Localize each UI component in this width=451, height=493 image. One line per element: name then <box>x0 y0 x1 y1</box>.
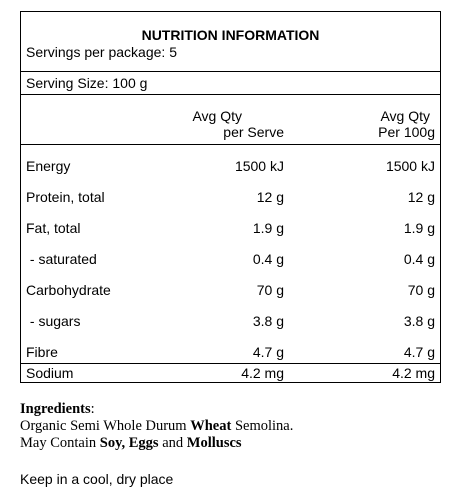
panel-title: NUTRITION INFORMATION <box>141 27 320 43</box>
col-header-per-serve-line2: per Serve <box>223 124 284 140</box>
per-serve-value: 1.9 g <box>252 220 284 236</box>
per-100g-value: 1.9 g <box>403 220 435 236</box>
per-100g-value: 70 g <box>407 282 435 298</box>
allergen-soy: Soy <box>99 435 122 451</box>
table-row: Energy 1500 kJ 1500 kJ <box>21 158 440 174</box>
per-100g-value: 1500 kJ <box>385 158 435 174</box>
per-serve-value: 3.8 g <box>252 313 284 329</box>
divider <box>21 363 440 364</box>
nutrient-label: Protein, total <box>26 189 105 205</box>
allergen-eggs: Eggs <box>128 435 159 451</box>
allergen-text: May Contain <box>20 435 100 451</box>
ingredients-heading: Ingredients <box>20 401 91 417</box>
nutrient-label: Sodium <box>26 365 74 381</box>
servings-per-package: Servings per package: 5 <box>26 44 177 60</box>
per-100g-value: 4.7 g <box>403 344 435 360</box>
per-serve-value: 0.4 g <box>252 251 284 267</box>
ingredients-block: Ingredients: Organic Semi Whole Durum Wh… <box>20 401 293 452</box>
divider <box>21 94 440 95</box>
nutrient-label: Fibre <box>26 344 58 360</box>
per-serve-value: 70 g <box>256 282 284 298</box>
table-row: Protein, total 12 g 12 g <box>21 189 440 205</box>
divider <box>21 71 440 72</box>
table-row: - sugars 3.8 g 3.8 g <box>21 313 440 329</box>
per-100g-value: 4.2 mg <box>392 365 435 381</box>
nutrient-label: - sugars <box>26 313 81 329</box>
serving-size: Serving Size: 100 g <box>26 75 148 91</box>
divider <box>21 144 440 145</box>
col-header-per-100g: Avg Qty Per 100g <box>378 108 435 140</box>
nutrition-panel: NUTRITION INFORMATION Servings per packa… <box>20 11 441 383</box>
ingredient-text: Organic Semi Whole Durum <box>20 418 191 434</box>
table-row: Fat, total 1.9 g 1.9 g <box>21 220 440 236</box>
table-row: Fibre 4.7 g 4.7 g <box>21 344 440 360</box>
allergen-separator: , <box>121 435 129 451</box>
per-serve-value: 12 g <box>256 189 284 205</box>
ingredients-heading-colon: : <box>90 401 95 417</box>
ingredients-line: Organic Semi Whole Durum Wheat Semolina. <box>20 418 293 435</box>
table-row: Sodium 4.2 mg 4.2 mg <box>21 365 440 381</box>
per-serve-value: 4.7 g <box>252 344 284 360</box>
ingredients-heading-line: Ingredients: <box>20 401 293 418</box>
per-serve-value: 1500 kJ <box>234 158 284 174</box>
allergen-text: and <box>158 435 187 451</box>
col-header-per-100g-line2: Per 100g <box>378 124 435 140</box>
per-100g-value: 12 g <box>407 189 435 205</box>
per-100g-value: 3.8 g <box>403 313 435 329</box>
table-row: Carbohydrate 70 g 70 g <box>21 282 440 298</box>
table-row: - saturated 0.4 g 0.4 g <box>21 251 440 267</box>
nutrient-label: - saturated <box>26 251 97 267</box>
ingredient-text: Semolina. <box>231 418 294 434</box>
per-serve-value: 4.2 mg <box>241 365 284 381</box>
storage-instructions: Keep in a cool, dry place <box>20 471 174 487</box>
nutrient-label: Fat, total <box>26 220 81 236</box>
col-header-per-serve: Avg Qty per Serve <box>192 108 284 140</box>
nutrient-label: Energy <box>26 158 71 174</box>
col-header-per-100g-line1: Avg Qty <box>380 108 430 124</box>
nutrient-label: Carbohydrate <box>26 282 111 298</box>
allergen-molluscs: Molluscs <box>186 435 242 451</box>
per-100g-value: 0.4 g <box>403 251 435 267</box>
allergen-line: May Contain Soy, Eggs and Molluscs <box>20 435 293 452</box>
allergen-wheat: Wheat <box>190 418 232 434</box>
col-header-per-serve-line1: Avg Qty <box>192 108 242 124</box>
